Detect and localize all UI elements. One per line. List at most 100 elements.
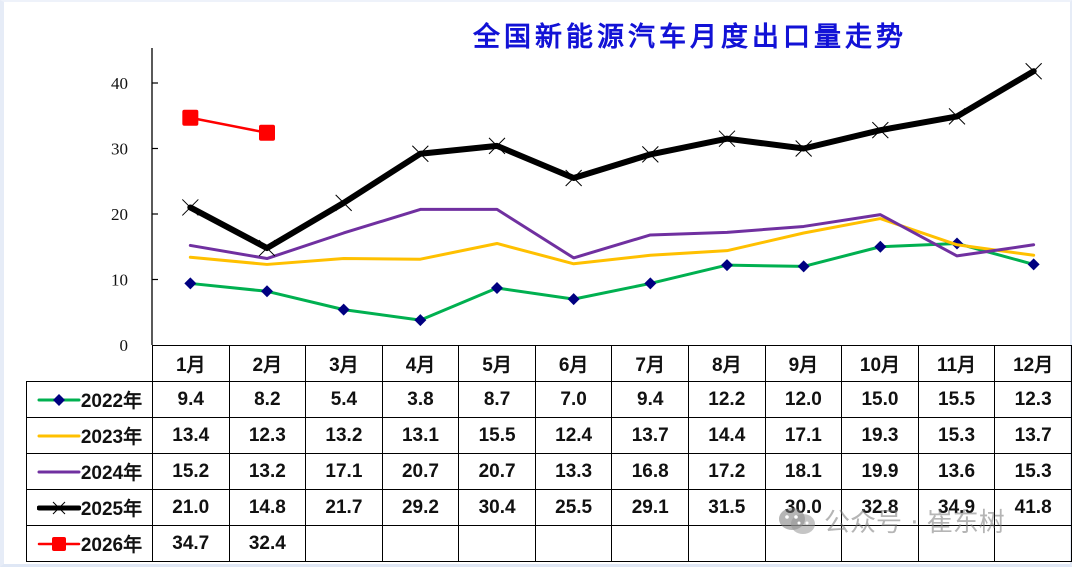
table-cell: 12.3: [228, 417, 307, 454]
diamond-marker: [644, 277, 657, 290]
table-cell: 17.1: [305, 453, 383, 490]
diamond-marker: [567, 293, 580, 306]
table-cell: 34.7: [151, 525, 230, 562]
square-marker: [259, 124, 275, 141]
month-header: 8月: [688, 345, 766, 382]
month-header: 2月: [228, 345, 307, 382]
table-cell: 15.2: [151, 453, 230, 490]
table-cell: 13.3: [534, 453, 613, 490]
table-cell: 8.2: [228, 381, 307, 418]
month-header: 7月: [611, 345, 689, 382]
x-marker: [871, 121, 889, 139]
series-2022年: [184, 237, 1040, 327]
x-marker: [1025, 62, 1043, 80]
legend-label: 2026年: [80, 535, 143, 556]
table-cell: [841, 525, 919, 562]
table-cell: 8.7: [458, 381, 536, 418]
y-tick-label: 10: [111, 271, 128, 290]
table-cell: [458, 525, 536, 562]
legend-label: 2023年: [80, 427, 143, 448]
table-cell: 14.4: [688, 417, 766, 454]
table-cell: 13.4: [151, 417, 230, 454]
table-cell: [611, 525, 689, 562]
table-cell: 19.9: [841, 453, 919, 490]
x-marker: [411, 145, 429, 163]
data-table: 1月 2月 3月 4月 5月 6月 7月 8月 9月 10月 11月 12月 2022年 9.4 8.2 5.…: [26, 345, 1072, 562]
legend-label: 2024年: [80, 463, 143, 484]
table-cell: 13.1: [381, 417, 460, 454]
table-cell: 15.5: [917, 381, 996, 418]
table-cell: 15.5: [458, 417, 536, 454]
y-tick-label: 30: [111, 140, 128, 159]
y-tick-label: 40: [111, 74, 128, 93]
square-marker: [182, 109, 199, 126]
table-cell: 20.7: [381, 453, 460, 490]
table-cell: 12.3: [994, 381, 1072, 418]
series-2026年: [182, 109, 275, 141]
table-cell: 15.3: [994, 453, 1072, 490]
table-row: 2023年 13.4 12.3 13.2 13.1 15.5 12.4 13.7 14.4 17.…: [26, 417, 1072, 454]
legend-label: 2022年: [80, 391, 143, 412]
month-header: 6月: [534, 345, 613, 382]
table-row: 2026年 34.7 32.4: [26, 525, 1072, 562]
diamond-marker: [797, 260, 810, 273]
legend-entry: 2025年: [26, 489, 153, 526]
table-cell: 34.9: [917, 489, 996, 526]
chart-series: [181, 62, 1043, 327]
table-cell: 31.5: [688, 489, 766, 526]
legend-entry: 2023年: [26, 417, 153, 454]
table-cell: 9.4: [151, 381, 230, 418]
table-cell: 17.1: [764, 417, 843, 454]
table-cell: 30.0: [764, 489, 843, 526]
table-cell: 5.4: [305, 381, 383, 418]
month-header: 9月: [764, 345, 843, 382]
table-cell: 13.2: [305, 417, 383, 454]
table-cell: [688, 525, 766, 562]
legend-entry: 2026年: [26, 525, 153, 562]
table-cell: 12.2: [688, 381, 766, 418]
diamond-marker: [874, 240, 887, 253]
x-marker: [488, 137, 506, 155]
diamond-marker: [721, 259, 733, 272]
table-cell: 7.0: [534, 381, 613, 418]
table-cell: 32.8: [841, 489, 919, 526]
legend-entry: 2022年: [26, 381, 153, 418]
x-marker: [795, 140, 813, 157]
table-cell: [764, 525, 843, 562]
table-cell: 3.8: [381, 381, 460, 418]
table-cell: 15.0: [841, 381, 919, 418]
table-cell: 29.1: [611, 489, 689, 526]
table-row: 2025年 21.0 14.8 21.7 29.2 30.4 25.5 29.1 31.5 30.…: [26, 489, 1072, 526]
table-cell: [381, 525, 460, 562]
x-marker: [948, 108, 966, 125]
table-cell: 21.0: [151, 489, 230, 526]
series-2024年: [188, 207, 1036, 261]
table-cell: [534, 525, 613, 562]
month-header: 11月: [917, 345, 996, 382]
table-cell: 21.7: [305, 489, 383, 526]
table-cell: 14.8: [228, 489, 307, 526]
x-marker: [181, 199, 199, 216]
table-cell: 13.2: [228, 453, 307, 490]
table-cell: 13.7: [611, 417, 689, 454]
table-header-row: 1月 2月 3月 4月 5月 6月 7月 8月 9月 10月 11月 12月: [26, 345, 1072, 382]
legend-line-icon: [37, 470, 81, 473]
month-header: 10月: [841, 345, 919, 382]
month-header: 5月: [458, 345, 536, 382]
month-header: 3月: [305, 345, 383, 382]
x-marker: [335, 194, 353, 212]
month-header: 1月: [151, 345, 230, 382]
table-cell: [305, 525, 383, 562]
table-cell: 9.4: [611, 381, 689, 418]
y-tick-label: 20: [111, 205, 128, 224]
table-cell: 19.3: [841, 417, 919, 454]
diamond-marker: [491, 282, 503, 295]
table-cell: 13.6: [917, 453, 996, 490]
month-header: 4月: [381, 345, 460, 382]
table-cell: 12.4: [534, 417, 613, 454]
table-cell: 41.8: [994, 489, 1072, 526]
x-marker: [258, 239, 276, 257]
table-cell: 17.2: [688, 453, 766, 490]
